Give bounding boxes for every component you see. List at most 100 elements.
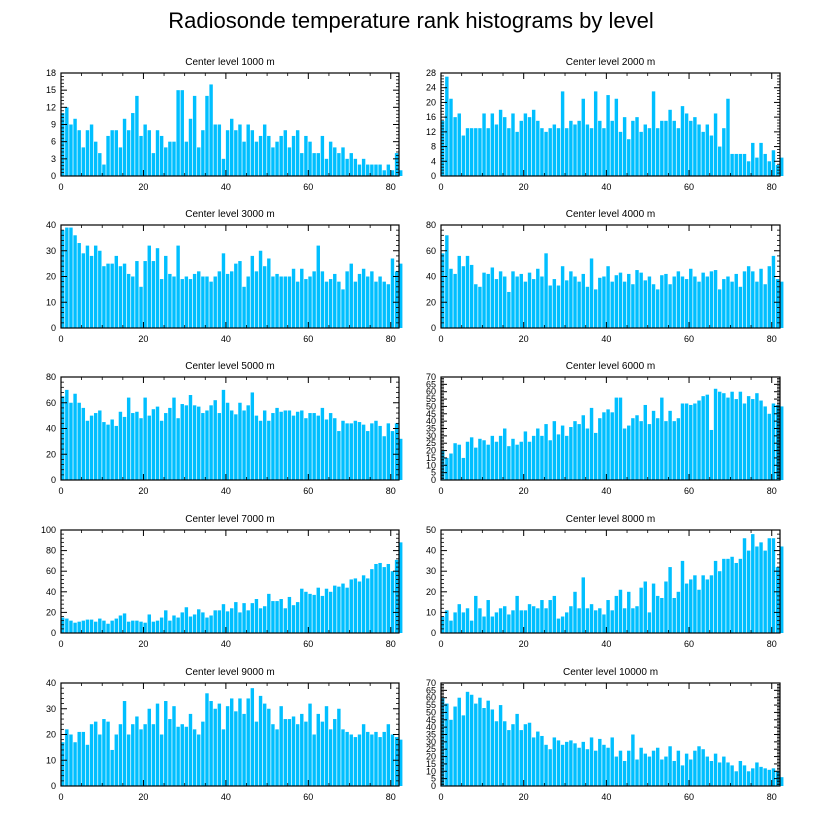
bar [209, 701, 213, 786]
bar [217, 610, 222, 633]
bar [275, 141, 279, 176]
bar [531, 109, 536, 176]
bar [250, 255, 255, 328]
bar [713, 270, 718, 328]
bar [689, 579, 693, 633]
bar [507, 446, 511, 480]
bar [283, 608, 288, 633]
plot-frame [440, 529, 781, 634]
x-tick-label: 40 [601, 639, 611, 649]
bar [511, 724, 515, 786]
bar [324, 158, 329, 176]
bar [201, 721, 205, 787]
bar [61, 617, 65, 633]
bar [676, 271, 681, 328]
bar [366, 276, 370, 328]
bar [85, 744, 90, 786]
bar [519, 441, 523, 480]
bar [324, 419, 329, 480]
bar [759, 766, 763, 786]
bar [618, 272, 623, 328]
bar [205, 410, 209, 480]
bar [713, 560, 718, 633]
y-tick-label: 12 [426, 127, 436, 137]
bar [639, 747, 643, 786]
bar [474, 595, 478, 633]
bar [69, 227, 73, 328]
bar [151, 153, 156, 176]
bar [643, 581, 647, 633]
bar [751, 399, 755, 480]
y-tick-label: 30 [426, 431, 436, 441]
bar [291, 415, 296, 481]
bar [755, 393, 759, 480]
bar [672, 421, 676, 480]
bar [780, 546, 784, 633]
bar [486, 600, 490, 633]
bar [565, 435, 569, 480]
bar [275, 729, 279, 786]
bar [188, 395, 193, 480]
bar [316, 153, 320, 176]
bar [498, 705, 503, 786]
bar [238, 612, 242, 633]
bar [114, 618, 119, 633]
panel-title: Center level 9000 m [185, 667, 275, 678]
bar [238, 698, 242, 786]
bar [349, 263, 353, 329]
y-tick-label: 15 [426, 759, 436, 769]
bar [192, 95, 197, 176]
bar [680, 765, 685, 786]
bar [469, 620, 474, 633]
bar [655, 418, 660, 480]
bar [209, 615, 213, 633]
bar [147, 708, 151, 786]
bar [106, 263, 110, 329]
bar [544, 608, 548, 633]
bar [664, 273, 668, 328]
bar [598, 608, 602, 633]
bar [441, 120, 445, 176]
bar [378, 737, 382, 786]
bar [523, 610, 528, 633]
bar [668, 410, 672, 480]
y-tick-label: 0 [431, 628, 436, 638]
x-tick-label: 40 [221, 639, 231, 649]
bar [242, 713, 246, 786]
bar [689, 404, 693, 480]
bar [151, 621, 156, 633]
bar [267, 135, 271, 176]
bar [622, 117, 627, 176]
bar [328, 729, 333, 786]
bar [713, 388, 718, 480]
bar [676, 128, 681, 176]
bar [445, 610, 449, 633]
bar [610, 737, 614, 786]
bar [324, 588, 329, 633]
panel-title: Center level 4000 m [566, 209, 656, 220]
bar [593, 610, 598, 633]
bar [490, 616, 495, 633]
bar [271, 413, 275, 480]
bar [441, 253, 445, 328]
bar [378, 276, 382, 328]
bar [341, 147, 345, 176]
bar [258, 420, 263, 480]
y-tick-label: 40 [426, 272, 436, 282]
bar [328, 141, 333, 176]
bar [353, 578, 358, 633]
x-tick-label: 60 [303, 639, 313, 649]
bar [618, 589, 623, 633]
bar [217, 124, 222, 176]
bar [382, 731, 386, 786]
bar [751, 768, 755, 786]
x-tick-label: 0 [438, 182, 443, 192]
bar [114, 734, 119, 786]
bar [593, 91, 598, 176]
bar [639, 272, 643, 328]
bar [98, 618, 102, 633]
bar [569, 606, 573, 633]
y-tick-label: 10 [426, 460, 436, 470]
bar [627, 139, 631, 176]
bar [722, 128, 726, 176]
